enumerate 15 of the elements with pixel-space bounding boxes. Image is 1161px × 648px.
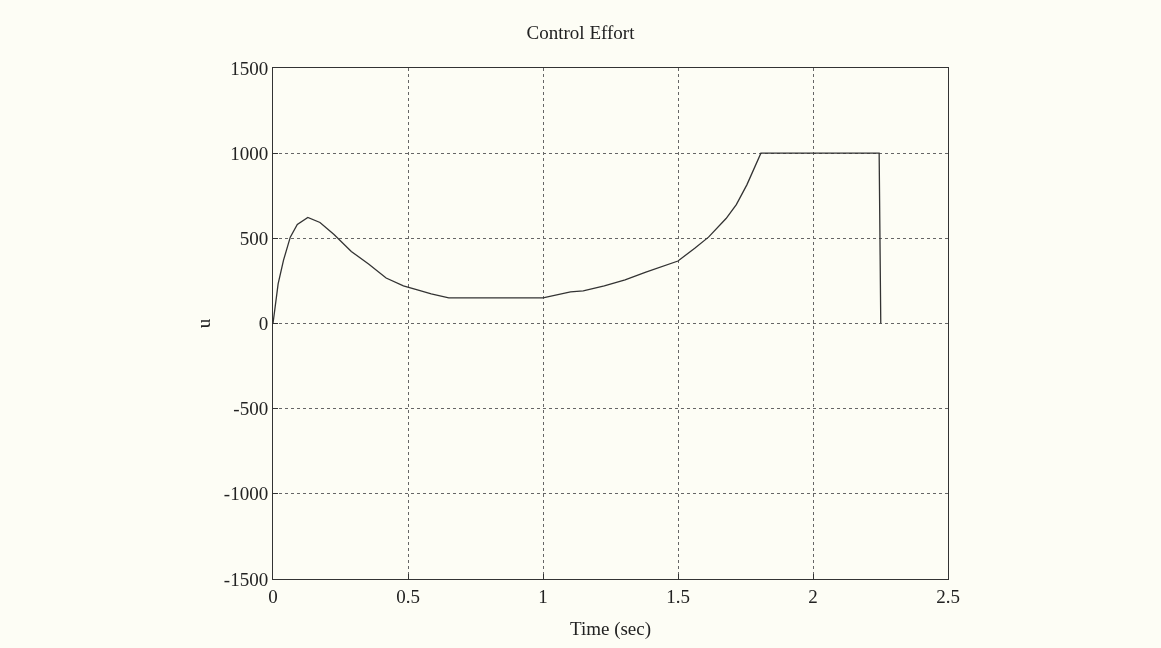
x-tick-label: 1 bbox=[538, 585, 548, 607]
y-axis-title: u bbox=[192, 318, 214, 329]
x-tick-label: 1.5 bbox=[666, 585, 690, 607]
y-tick-label: -1500 bbox=[223, 568, 269, 590]
x-axis-title: Time (sec) bbox=[569, 617, 652, 640]
chart-title: Control Effort bbox=[526, 22, 636, 44]
y-tick-label: 0 bbox=[258, 313, 269, 335]
y-tick-label: -1000 bbox=[223, 483, 269, 505]
x-tick-label: 2.5 bbox=[936, 585, 960, 607]
y-tick-label: -500 bbox=[233, 398, 269, 420]
y-tick-label: 500 bbox=[239, 227, 269, 249]
x-tick-label: 0.5 bbox=[396, 585, 420, 607]
y-tick-label: 1000 bbox=[230, 142, 269, 164]
x-tick-label: 2 bbox=[808, 585, 818, 607]
y-tick-label: 1500 bbox=[230, 57, 269, 79]
